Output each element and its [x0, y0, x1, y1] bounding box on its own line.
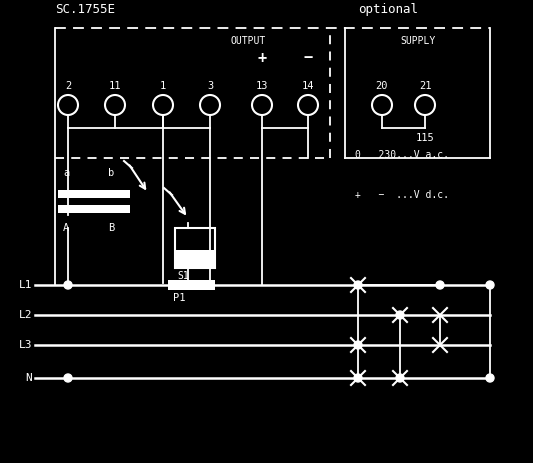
Text: 13: 13 — [256, 81, 268, 91]
Text: b: b — [108, 168, 114, 178]
Circle shape — [486, 374, 494, 382]
Circle shape — [354, 341, 362, 349]
Circle shape — [64, 374, 72, 382]
Text: N: N — [25, 373, 32, 383]
Text: 115: 115 — [416, 133, 434, 143]
Text: optional: optional — [358, 3, 418, 16]
Text: 3: 3 — [207, 81, 213, 91]
Text: 1: 1 — [160, 81, 166, 91]
Text: 20: 20 — [376, 81, 388, 91]
Text: 14: 14 — [302, 81, 314, 91]
Text: L3: L3 — [19, 340, 32, 350]
Bar — [58, 205, 130, 213]
Circle shape — [354, 281, 362, 289]
Text: −: − — [303, 50, 312, 65]
Circle shape — [64, 281, 72, 289]
Text: +: + — [257, 50, 266, 65]
Text: L1: L1 — [19, 280, 32, 290]
Circle shape — [396, 311, 404, 319]
Text: 21: 21 — [419, 81, 431, 91]
Text: +   −  ...V d.c.: + − ...V d.c. — [355, 190, 449, 200]
Text: L2: L2 — [19, 310, 32, 320]
Text: SUPPLY: SUPPLY — [400, 36, 435, 46]
Text: 0   230...V a.c.: 0 230...V a.c. — [355, 150, 449, 160]
Bar — [175, 250, 215, 268]
Text: 2: 2 — [65, 81, 71, 91]
Text: a: a — [63, 168, 69, 178]
Text: SC.1755E: SC.1755E — [55, 3, 115, 16]
Text: S1: S1 — [177, 271, 189, 281]
Text: B: B — [108, 223, 114, 233]
Bar — [168, 280, 215, 290]
Text: P1: P1 — [173, 293, 185, 303]
Circle shape — [396, 374, 404, 382]
Text: OUTPUT: OUTPUT — [230, 36, 265, 46]
Circle shape — [354, 374, 362, 382]
Circle shape — [486, 281, 494, 289]
Circle shape — [436, 281, 444, 289]
Bar — [175, 228, 215, 268]
Text: 11: 11 — [109, 81, 121, 91]
Text: A: A — [63, 223, 69, 233]
Bar — [58, 190, 130, 198]
